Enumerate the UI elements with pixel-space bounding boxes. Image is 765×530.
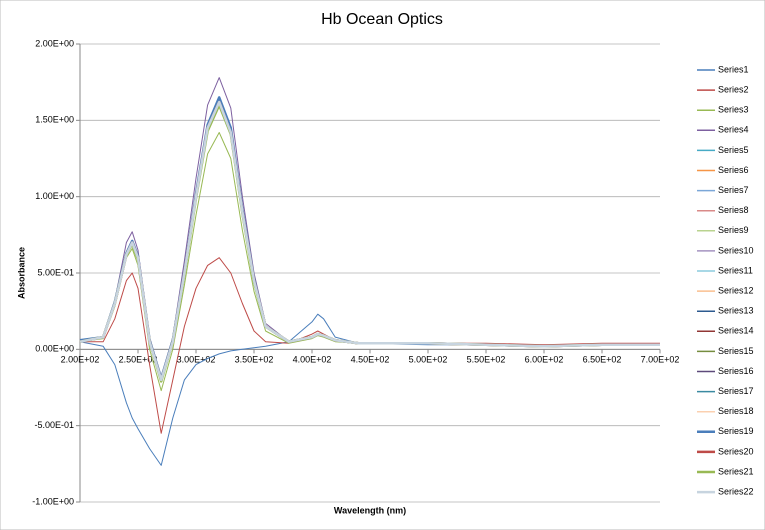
legend-label: Series12 (718, 285, 754, 295)
legend-label: Series17 (718, 386, 754, 396)
legend-label: Series9 (718, 225, 749, 235)
y-tick-label: -1.00E+00 (32, 496, 74, 506)
legend-label: Series15 (718, 346, 754, 356)
x-tick-label: 5.00E+02 (409, 355, 448, 365)
chart-title: Hb Ocean Optics (321, 11, 443, 28)
x-tick-label: 7.00E+02 (641, 355, 680, 365)
legend-label: Series8 (718, 205, 749, 215)
x-axis-title: Wavelength (nm) (334, 505, 406, 515)
x-tick-label: 4.00E+02 (293, 355, 332, 365)
y-tick-label: 1.50E+00 (35, 115, 74, 125)
legend-label: Series21 (718, 466, 754, 476)
x-tick-label: 6.00E+02 (525, 355, 564, 365)
legend-label: Series19 (718, 426, 754, 436)
y-tick-label: 2.00E+00 (35, 38, 74, 48)
legend-label: Series20 (718, 446, 754, 456)
y-tick-label: 5.00E-01 (37, 267, 74, 277)
y-tick-label: 0.00E+00 (35, 344, 74, 354)
legend-label: Series7 (718, 185, 749, 195)
legend-label: Series1 (718, 64, 749, 74)
y-axis-title: Absorbance (16, 247, 26, 299)
legend-label: Series18 (718, 406, 754, 416)
series-line (79, 100, 660, 382)
legend-label: Series6 (718, 165, 749, 175)
legend-label: Series14 (718, 326, 754, 336)
legend-label: Series10 (718, 245, 754, 255)
legend-label: Series16 (718, 366, 754, 376)
x-tick-label: 2.00E+02 (61, 355, 100, 365)
x-tick-label: 3.00E+02 (177, 355, 216, 365)
x-tick-label: 6.50E+02 (583, 355, 622, 365)
x-tick-label: 2.50E+02 (119, 355, 158, 365)
legend-label: Series13 (718, 306, 754, 316)
legend-label: Series5 (718, 145, 749, 155)
legend-label: Series3 (718, 105, 749, 115)
legend-label: Series2 (718, 84, 749, 94)
legend-label: Series11 (718, 265, 753, 275)
legend-label: Series22 (718, 486, 754, 496)
y-tick-label: 1.00E+00 (35, 191, 74, 201)
legend-label: Series4 (718, 125, 749, 135)
x-tick-label: 3.50E+02 (235, 355, 274, 365)
x-tick-label: 4.50E+02 (351, 355, 390, 365)
y-tick-label: -5.00E-01 (34, 420, 74, 430)
x-tick-label: 5.50E+02 (467, 355, 506, 365)
